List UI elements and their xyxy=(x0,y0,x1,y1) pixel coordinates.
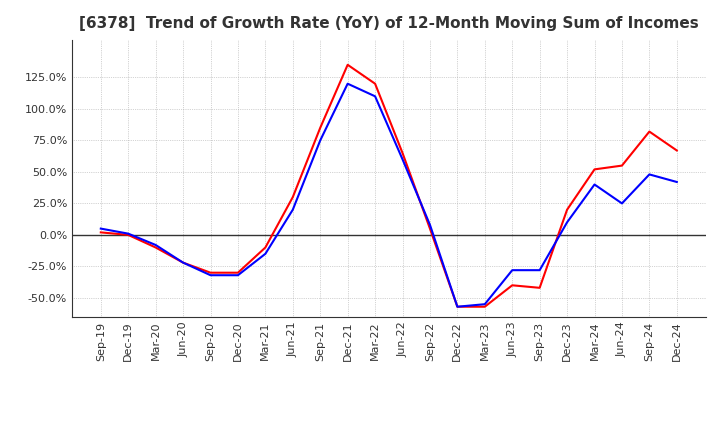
Ordinary Income Growth Rate xyxy=(453,304,462,309)
Net Income Growth Rate xyxy=(398,150,407,156)
Ordinary Income Growth Rate xyxy=(124,231,132,236)
Ordinary Income Growth Rate xyxy=(563,220,572,225)
Net Income Growth Rate xyxy=(343,62,352,67)
Ordinary Income Growth Rate xyxy=(398,157,407,162)
Ordinary Income Growth Rate xyxy=(179,260,187,265)
Net Income Growth Rate xyxy=(590,167,599,172)
Line: Ordinary Income Growth Rate: Ordinary Income Growth Rate xyxy=(101,84,677,307)
Net Income Growth Rate xyxy=(453,304,462,309)
Ordinary Income Growth Rate xyxy=(590,182,599,187)
Net Income Growth Rate xyxy=(179,260,187,265)
Ordinary Income Growth Rate xyxy=(480,301,489,307)
Ordinary Income Growth Rate xyxy=(672,180,681,185)
Net Income Growth Rate xyxy=(233,270,242,275)
Net Income Growth Rate xyxy=(508,282,516,288)
Net Income Growth Rate xyxy=(371,81,379,86)
Net Income Growth Rate xyxy=(316,125,325,130)
Ordinary Income Growth Rate xyxy=(508,268,516,273)
Net Income Growth Rate xyxy=(672,148,681,153)
Net Income Growth Rate xyxy=(480,304,489,309)
Ordinary Income Growth Rate xyxy=(536,268,544,273)
Ordinary Income Growth Rate xyxy=(618,201,626,206)
Ordinary Income Growth Rate xyxy=(261,251,270,257)
Ordinary Income Growth Rate xyxy=(645,172,654,177)
Net Income Growth Rate xyxy=(618,163,626,168)
Net Income Growth Rate xyxy=(261,245,270,250)
Net Income Growth Rate xyxy=(536,285,544,290)
Net Income Growth Rate xyxy=(426,226,434,231)
Ordinary Income Growth Rate xyxy=(206,272,215,278)
Net Income Growth Rate xyxy=(289,194,297,200)
Ordinary Income Growth Rate xyxy=(343,81,352,86)
Ordinary Income Growth Rate xyxy=(96,226,105,231)
Ordinary Income Growth Rate xyxy=(289,207,297,213)
Net Income Growth Rate xyxy=(206,270,215,275)
Net Income Growth Rate xyxy=(645,129,654,134)
Line: Net Income Growth Rate: Net Income Growth Rate xyxy=(101,65,677,307)
Ordinary Income Growth Rate xyxy=(316,138,325,143)
Ordinary Income Growth Rate xyxy=(371,94,379,99)
Ordinary Income Growth Rate xyxy=(426,222,434,227)
Net Income Growth Rate xyxy=(563,207,572,213)
Title: [6378]  Trend of Growth Rate (YoY) of 12-Month Moving Sum of Incomes: [6378] Trend of Growth Rate (YoY) of 12-… xyxy=(79,16,698,32)
Ordinary Income Growth Rate xyxy=(233,272,242,278)
Net Income Growth Rate xyxy=(96,230,105,235)
Net Income Growth Rate xyxy=(151,245,160,250)
Ordinary Income Growth Rate xyxy=(151,242,160,248)
Net Income Growth Rate xyxy=(124,232,132,238)
